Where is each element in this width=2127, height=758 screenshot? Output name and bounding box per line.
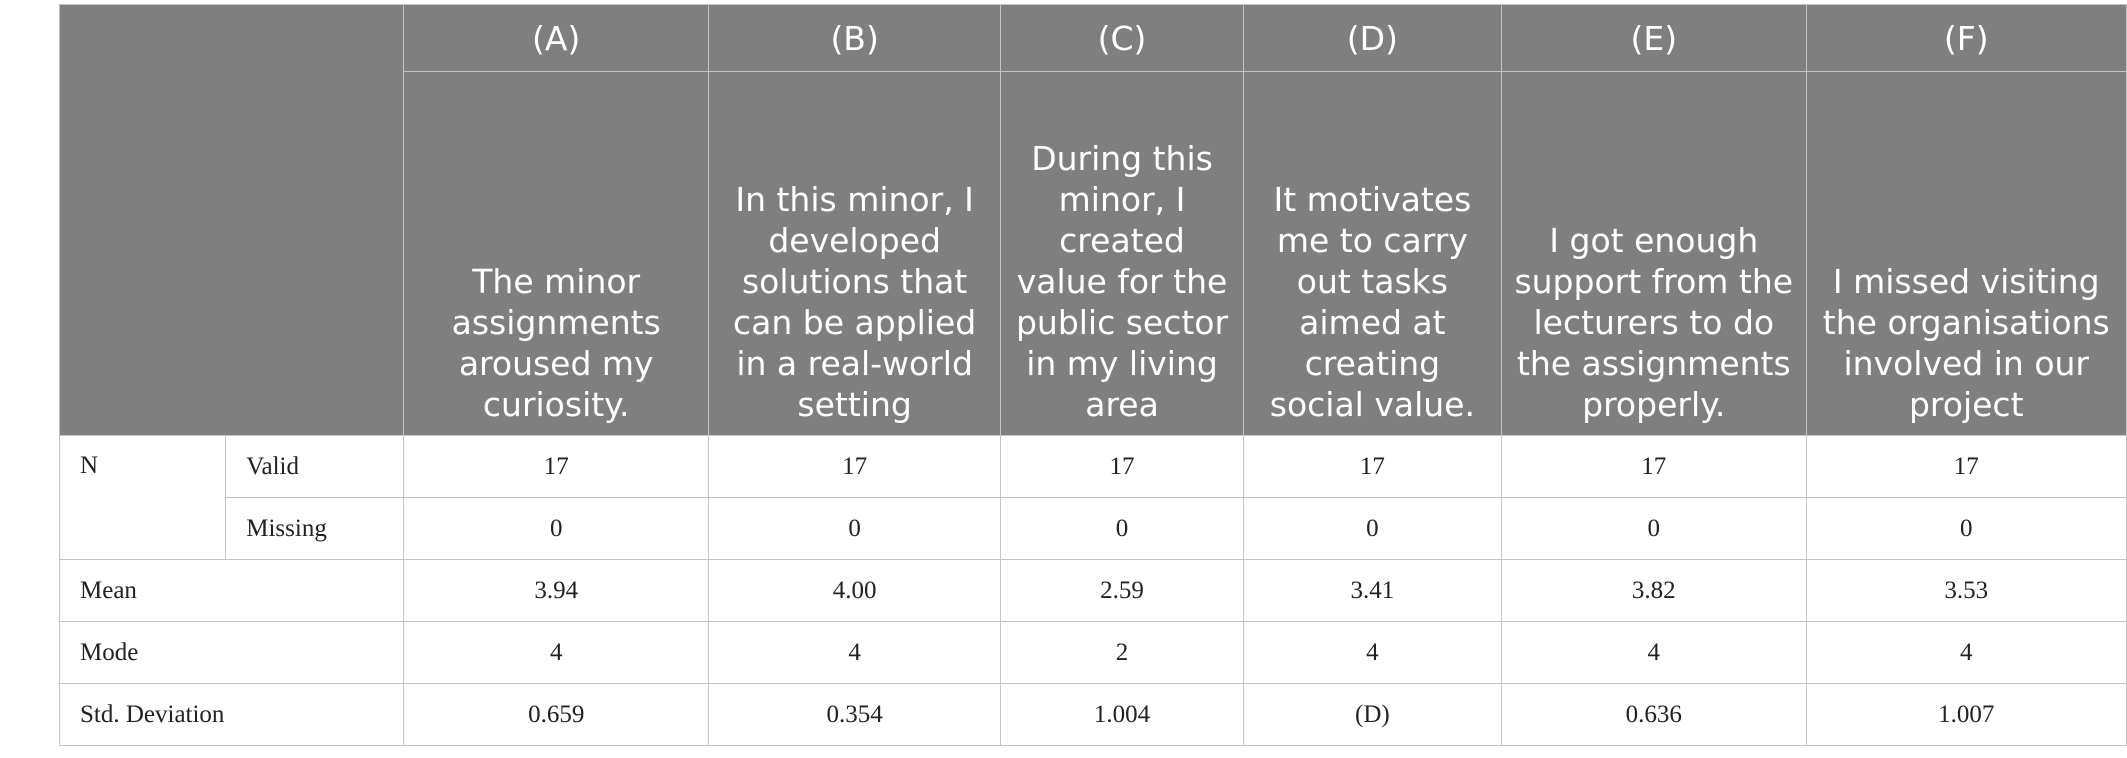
header-row-questions: The minor assignments aroused my curiosi…: [60, 71, 2127, 436]
header-corner-cell: [58, 4, 405, 436]
table-cell: 0.354: [707, 683, 1002, 746]
row-label-std-deviation: Std. Deviation: [58, 683, 405, 746]
statistics-table: (A) (B) (C) (D) (E) (F) The minor assign…: [58, 4, 2127, 746]
header-row-letters: (A) (B) (C) (D) (E) (F): [58, 4, 2127, 436]
table-cell: 0.636: [1501, 683, 1807, 746]
column-letter-b: (B): [707, 4, 1002, 72]
table-row-mean: Mean 3.94 4.00 2.59 3.41 3.82 3.53: [58, 559, 2127, 622]
table-cell: 0.659: [403, 683, 709, 746]
table-cell: 0: [403, 497, 709, 560]
table-cell: 1.004: [1000, 683, 1244, 746]
table-cell: 17: [707, 435, 1002, 498]
table-row-std-deviation: Std. Deviation 0.659 0.354 1.004 (D) 0.6…: [58, 683, 2127, 746]
table-cell: 4: [707, 621, 1002, 684]
column-question-a: The minor assignments aroused my curiosi…: [403, 71, 709, 436]
table-cell: (D): [1242, 683, 1503, 746]
table-cell: 17: [1501, 435, 1807, 498]
table-cell: 2: [1000, 621, 1244, 684]
table-cell: 17: [1000, 435, 1244, 498]
table-cell: 4: [403, 621, 709, 684]
row-label-mean: Mean: [58, 559, 405, 622]
column-letter-c: (C): [1000, 4, 1244, 72]
row-label-valid: Valid: [225, 435, 405, 498]
table-cell: 0: [707, 497, 1002, 560]
table-cell: 4: [1501, 621, 1807, 684]
table-row-mode: Mode 4 4 2 4 4 4: [58, 621, 2127, 684]
column-letter-d: (D): [1242, 4, 1503, 72]
table-row-valid: N Valid 17 17 17 17 17 17: [58, 435, 2127, 560]
table-cell: 3.41: [1242, 559, 1503, 622]
table-cell: 1.007: [1805, 683, 2127, 746]
row-label-missing: Missing: [225, 497, 405, 560]
row-label-mode: Mode: [58, 621, 405, 684]
table-cell: 0: [1501, 497, 1807, 560]
table-cell: 2.59: [1000, 559, 1244, 622]
column-letter-e: (E): [1501, 4, 1807, 72]
column-question-b: In this minor, I developed solutions tha…: [707, 71, 1002, 436]
table-cell: 17: [403, 435, 709, 498]
table-row-missing: Missing 0 0 0 0 0 0: [60, 497, 2127, 560]
table-cell: 0: [1242, 497, 1503, 560]
column-question-f: I missed visiting the organisations invo…: [1805, 71, 2127, 436]
table-cell: 4: [1805, 621, 2127, 684]
column-question-d: It motivates me to carry out tasks aimed…: [1242, 71, 1503, 436]
table-cell: 3.53: [1805, 559, 2127, 622]
table-cell: 4.00: [707, 559, 1002, 622]
table-cell: 0: [1805, 497, 2127, 560]
table-cell: 17: [1242, 435, 1503, 498]
column-question-c: During this minor, I created value for t…: [1000, 71, 1244, 436]
column-letter-a: (A): [403, 4, 709, 72]
column-question-e: I got enough support from the lecturers …: [1501, 71, 1807, 436]
table-cell: 17: [1805, 435, 2127, 498]
table-cell: 3.82: [1501, 559, 1807, 622]
table-cell: 3.94: [403, 559, 709, 622]
table-cell: 4: [1242, 621, 1503, 684]
row-label-n: N: [58, 435, 227, 560]
table-cell: 0: [1000, 497, 1244, 560]
column-letter-f: (F): [1805, 4, 2127, 72]
